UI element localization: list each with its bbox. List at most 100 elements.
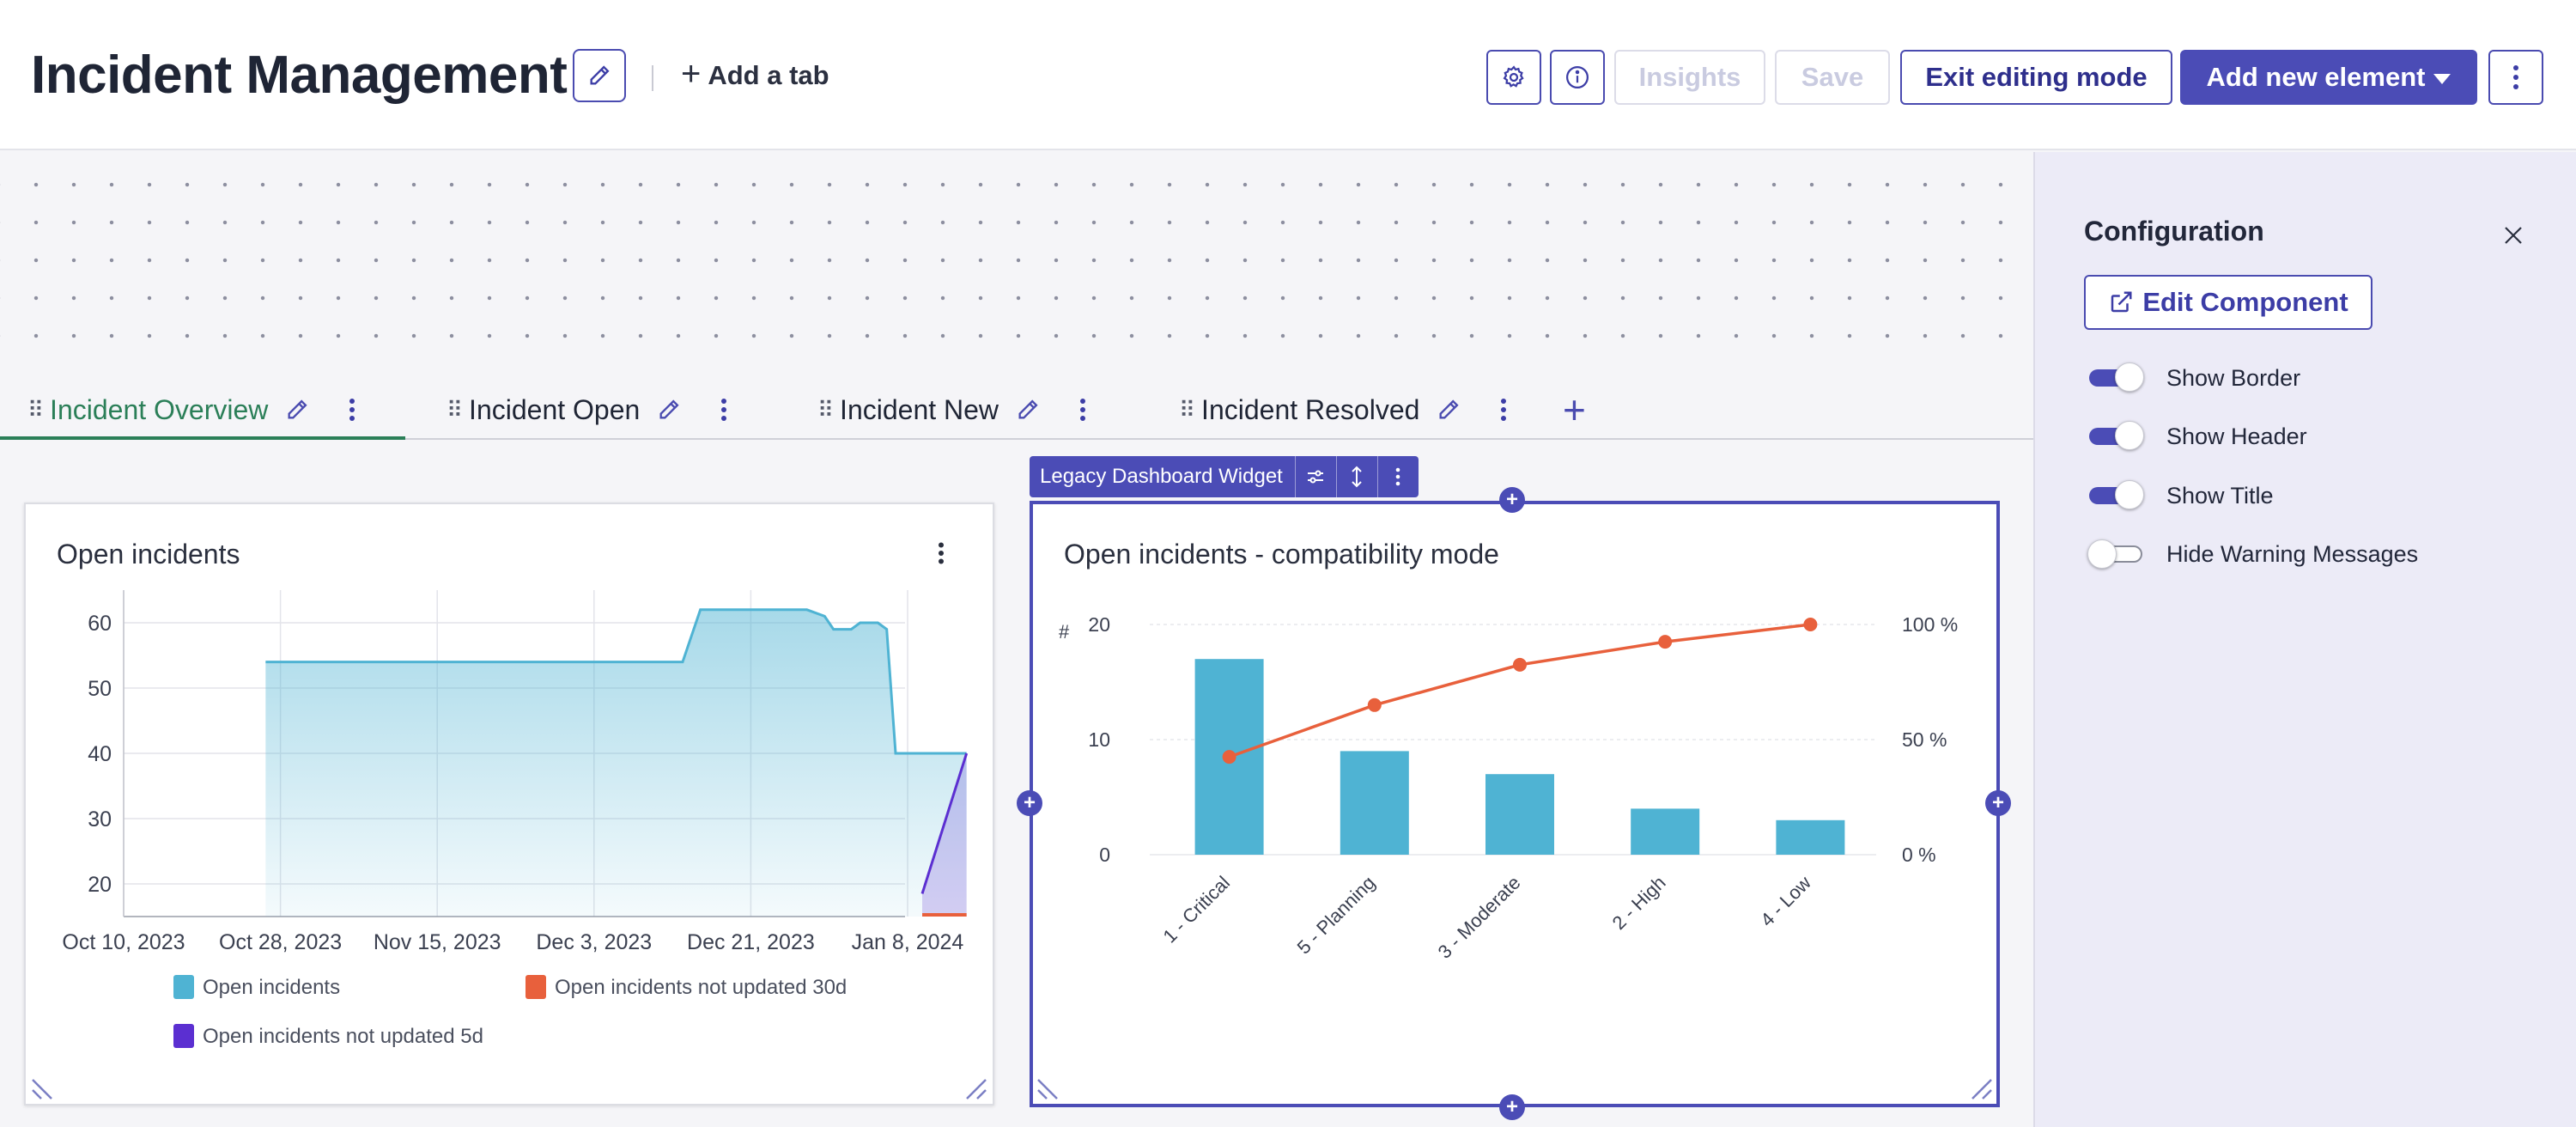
y-axis-ticks: 0 10 20 # (1059, 613, 1110, 866)
kebab-icon (1396, 467, 1400, 486)
chart-bars (1194, 659, 1845, 855)
widget-open-incidents-compatibility[interactable]: Open incidents - compatibility mode 0 10 2… (1030, 501, 2000, 1107)
tab-incident-resolved[interactable]: ⠿ Incident Resolved (1179, 388, 1507, 431)
toggle-show-header[interactable]: Show Header (2089, 419, 2307, 454)
handle-left[interactable]: + (1017, 790, 1042, 816)
add-tab-label: Add a tab (708, 60, 829, 90)
pencil-icon[interactable] (285, 398, 309, 422)
tab-incident-overview[interactable]: ⠿ Incident Overview (27, 388, 355, 431)
x-tick-label: Oct 28, 2023 (219, 930, 342, 954)
settings-button[interactable] (1486, 50, 1541, 105)
cumulative-point (1367, 698, 1382, 712)
toggle-switch[interactable] (2089, 421, 2144, 450)
config-title: Configuration (2084, 216, 2264, 247)
chart-legend[interactable]: Open incidents Open incidents not updated… (173, 975, 847, 1048)
cumulative-point (1222, 750, 1236, 765)
toggle-label: Show Border (2166, 364, 2301, 391)
x-tick-label: 5 - Planning (1293, 872, 1380, 959)
resize-corner-icon[interactable] (1035, 1071, 1064, 1100)
pencil-icon[interactable] (1016, 398, 1040, 422)
pencil-icon[interactable] (1437, 398, 1461, 422)
empty-drop-zone[interactable] (0, 152, 2033, 367)
x-tick-label: Jan 8, 2024 (852, 930, 964, 954)
widget-open-incidents[interactable]: Open incidents 20 30 40 50 60 Oct 10, 2023 Oc… (24, 503, 994, 1106)
configuration-panel: Configuration Edit Component Show Border… (2033, 152, 2576, 1127)
tab-label: Incident Resolved (1201, 393, 1420, 425)
legend-label[interactable]: Open incidents not updated 5d (203, 1025, 483, 1048)
toggle-label: Show Title (2166, 482, 2274, 509)
close-panel-button[interactable] (2504, 226, 2523, 249)
legend-swatch[interactable] (526, 975, 546, 999)
resize-corner-icon[interactable] (1965, 1071, 1995, 1100)
open-incidents-area-chart: 20 30 40 50 60 Oct 10, 2023 Oct 28, 2023 Nov 1… (62, 590, 969, 1048)
pencil-icon[interactable] (657, 398, 681, 422)
toggle-switch[interactable] (2089, 362, 2144, 392)
x-tick-label: 4 - Low (1756, 872, 1815, 931)
info-button[interactable] (1550, 50, 1605, 105)
handle-right[interactable]: + (1985, 790, 2011, 816)
drag-handle-icon[interactable]: ⠿ (27, 396, 44, 423)
toggle-label: Show Header (2166, 423, 2307, 449)
x-tick-label: 2 - High (1608, 872, 1670, 934)
toggle-show-border[interactable]: Show Border (2089, 361, 2300, 395)
handle-bottom[interactable]: + (1499, 1094, 1525, 1120)
bar (1631, 808, 1700, 855)
exit-editing-mode-button[interactable]: Exit editing mode (1900, 50, 2172, 105)
x-tick-label: Oct 10, 2023 (62, 930, 185, 954)
x-tick-label: Dec 21, 2023 (687, 930, 815, 954)
legend-swatch[interactable] (173, 1024, 194, 1048)
cumulative-line (1222, 618, 1818, 765)
add-tab-plus-button[interactable]: + (1563, 387, 1586, 432)
y-tick-label: 10 (1088, 728, 1110, 751)
widget-more-button[interactable] (1376, 456, 1419, 497)
toggle-show-title[interactable]: Show Title (2089, 478, 2274, 513)
info-icon (1566, 66, 1589, 88)
cumulative-point (1513, 657, 1527, 672)
bar (1485, 774, 1554, 855)
handle-top[interactable]: + (1499, 487, 1525, 513)
add-new-element-button[interactable]: Add new element (2180, 50, 2477, 105)
edit-title-button[interactable] (573, 49, 626, 102)
tab-incident-new[interactable]: ⠿ Incident New (817, 388, 1086, 431)
toggle-switch[interactable] (2089, 480, 2144, 509)
legend-swatch[interactable] (173, 975, 194, 999)
y-tick-label: 60 (88, 612, 112, 636)
widget-menu-button[interactable] (938, 542, 945, 569)
widget-resize-button[interactable] (1335, 456, 1377, 497)
toggle-hide-warning-messages[interactable]: Hide Warning Messages (2087, 537, 2418, 571)
vertical-resize-icon (1352, 466, 1363, 488)
edit-component-button[interactable]: Edit Component (2084, 275, 2372, 330)
dashboard-tabs: ⠿ Incident Overview ⠿ Incident Open ⠿ In… (0, 378, 2033, 440)
add-tab-button[interactable]: + Add a tab (681, 57, 829, 94)
widget-type-label: Legacy Dashboard Widget (1040, 465, 1283, 488)
legend-label[interactable]: Open incidents (203, 976, 340, 999)
series-open-incidents-area (265, 609, 967, 917)
top-header: Incident Management + Add a tab Insights… (0, 0, 2576, 150)
drag-handle-icon[interactable]: ⠿ (817, 396, 834, 423)
insights-button[interactable]: Insights (1614, 50, 1765, 105)
kebab-icon[interactable] (720, 398, 727, 422)
sliders-icon (1308, 470, 1324, 484)
y-tick-label: 20 (88, 873, 112, 897)
more-options-button[interactable] (2488, 50, 2543, 105)
kebab-icon[interactable] (1500, 398, 1507, 422)
drag-handle-icon[interactable]: ⠿ (447, 396, 463, 423)
drag-handle-icon[interactable]: ⠿ (1179, 396, 1195, 423)
widget-settings-button[interactable] (1294, 456, 1336, 497)
header-divider (652, 65, 653, 91)
y-tick-label: 50 (88, 677, 112, 701)
close-icon (2505, 227, 2522, 244)
save-button[interactable]: Save (1775, 50, 1890, 105)
tab-incident-open[interactable]: ⠿ Incident Open (447, 388, 727, 431)
legend-label[interactable]: Open incidents not updated 30d (555, 976, 847, 999)
y-tick-label: 30 (88, 807, 112, 832)
resize-corner-icon[interactable] (29, 1071, 58, 1100)
kebab-icon[interactable] (349, 398, 355, 422)
series-open-incidents-line (265, 608, 967, 755)
page-title: Incident Management (31, 46, 568, 105)
y-tick-label: 0 (1099, 844, 1110, 866)
toggle-switch[interactable] (2087, 539, 2142, 569)
active-tab-indicator (0, 436, 405, 440)
resize-corner-icon[interactable] (960, 1071, 989, 1100)
kebab-icon[interactable] (1079, 398, 1086, 422)
